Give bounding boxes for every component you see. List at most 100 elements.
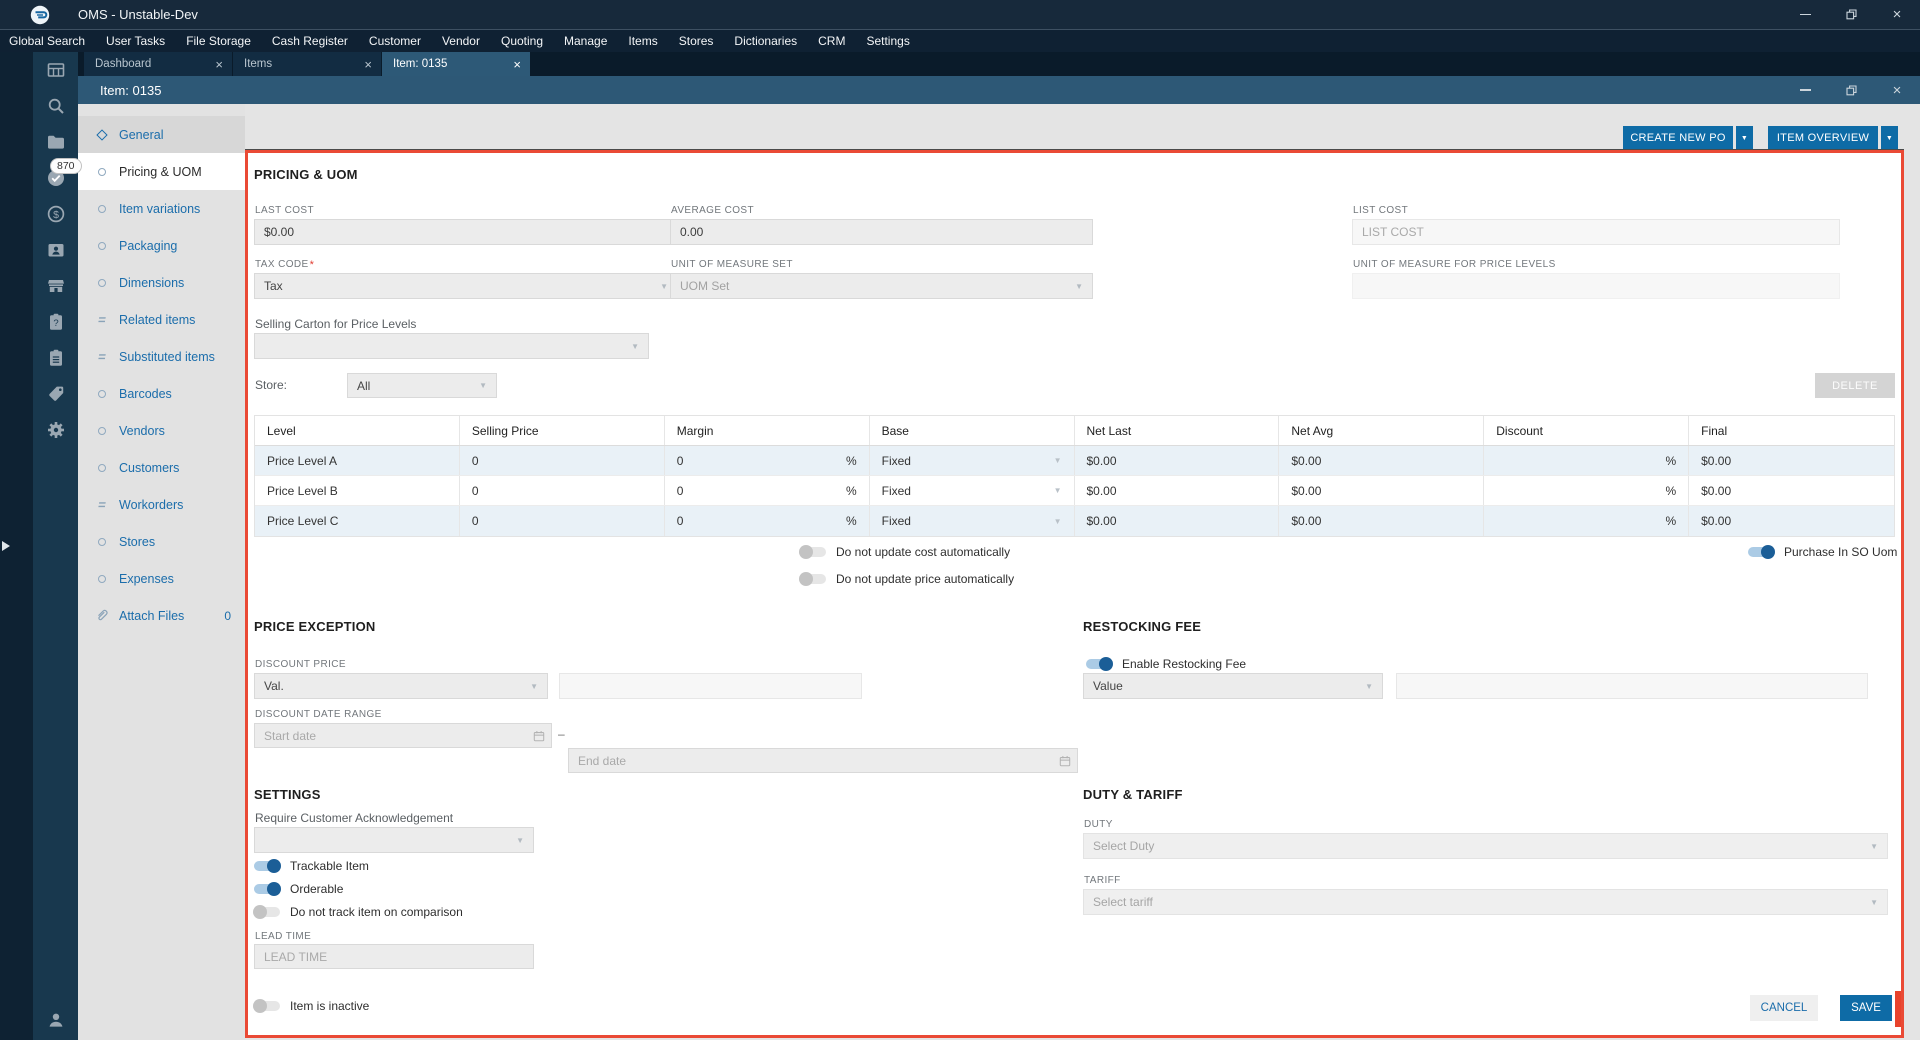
margin-cell[interactable]: 0% [665, 506, 870, 536]
duty-dropdown[interactable]: Select Duty ▼ [1083, 833, 1888, 859]
tab-close-icon[interactable]: × [513, 56, 521, 72]
tab-close-icon[interactable]: × [364, 56, 372, 72]
calendar-icon[interactable] [533, 730, 545, 742]
end-date-input[interactable] [568, 748, 1078, 773]
tax-code-dropdown[interactable]: Tax ▼ [254, 273, 678, 299]
item-inactive-toggle[interactable] [253, 999, 280, 1013]
tab-close-icon[interactable]: × [215, 56, 223, 72]
folder-icon[interactable] [33, 124, 78, 160]
enable-restocking-toggle[interactable] [1086, 657, 1113, 671]
menu-item-quoting[interactable]: Quoting [500, 34, 544, 48]
base-dropdown-cell[interactable]: Fixed ▼ [870, 476, 1075, 505]
nav-item-customers[interactable]: Customers [78, 449, 245, 486]
selling-price-cell[interactable]: 0 [460, 476, 665, 505]
tab-dashboard[interactable]: Dashboard × [84, 52, 233, 76]
item-overview-caret-icon[interactable]: ▼ [1881, 126, 1898, 150]
discount-price-input[interactable] [559, 673, 862, 699]
nav-item-related-items[interactable]: = Related items [96, 312, 196, 327]
menu-item-dictionaries[interactable]: Dictionaries [734, 34, 798, 48]
save-button[interactable]: SAVE [1840, 995, 1892, 1021]
menu-item-stores[interactable]: Stores [678, 34, 714, 48]
inner-minimize-icon[interactable] [1782, 76, 1828, 104]
menu-item-settings[interactable]: Settings [866, 34, 910, 48]
restocking-value-input[interactable] [1396, 673, 1868, 699]
tab-item-0135[interactable]: Item: 0135 × [382, 52, 531, 76]
nav-item-general[interactable]: General [78, 116, 245, 153]
selling-price-cell[interactable]: 0 [460, 506, 665, 536]
store-dropdown[interactable]: All ▼ [347, 373, 497, 398]
tab-items[interactable]: Items × [233, 52, 382, 76]
uom-set-dropdown[interactable]: UOM Set ▼ [670, 273, 1093, 299]
store-icon[interactable] [33, 268, 78, 304]
tag-icon[interactable] [33, 376, 78, 412]
base-dropdown-cell[interactable]: Fixed ▼ [870, 446, 1075, 475]
lead-time-input[interactable] [254, 944, 534, 969]
menu-item-cash-register[interactable]: Cash Register [271, 34, 348, 48]
inner-restore-icon[interactable] [1828, 76, 1874, 104]
inner-close-icon[interactable]: × [1892, 81, 1902, 99]
dashboard-icon[interactable] [33, 52, 78, 88]
menu-item-crm[interactable]: CRM [818, 34, 846, 48]
purchase-so-uom-toggle[interactable] [1748, 545, 1775, 559]
tariff-dropdown[interactable]: Select tariff ▼ [1083, 889, 1888, 915]
no-track-comparison-toggle[interactable] [253, 905, 280, 919]
price-auto-toggle[interactable] [799, 572, 826, 586]
selling-carton-dropdown[interactable]: ▼ [254, 333, 649, 359]
nav-item-substituted-items[interactable]: = Substituted items [96, 349, 215, 364]
calendar-icon[interactable] [1059, 755, 1071, 767]
delete-button[interactable]: DELETE [1815, 373, 1895, 398]
menu-item-customer[interactable]: Customer [368, 34, 421, 48]
clipboard-icon[interactable] [33, 340, 78, 376]
margin-cell[interactable]: 0% [665, 476, 870, 505]
tasks-check-icon[interactable] [33, 160, 78, 196]
menu-item-items[interactable]: Items [628, 34, 658, 48]
nav-item-dimensions[interactable]: Dimensions [78, 264, 245, 301]
discount-price-dropdown[interactable]: Val. ▼ [254, 673, 548, 699]
require-ack-dropdown[interactable]: ▼ [254, 827, 534, 853]
base-dropdown-cell[interactable]: Fixed ▼ [870, 506, 1075, 536]
menu-item-manage[interactable]: Manage [564, 34, 608, 48]
minimize-icon[interactable] [1782, 0, 1828, 29]
tasks-count-badge: 870 [50, 158, 82, 174]
nav-item-stores[interactable]: Stores [78, 523, 245, 560]
restocking-type-dropdown[interactable]: Value ▼ [1083, 673, 1383, 699]
contacts-icon[interactable] [33, 232, 78, 268]
list-cost-input[interactable] [1352, 219, 1840, 245]
cancel-button[interactable]: CANCEL [1750, 995, 1818, 1021]
discount-cell[interactable]: % [1484, 476, 1690, 505]
close-icon[interactable]: × [1892, 6, 1902, 23]
nav-item-attach-files[interactable]: Attach Files 0 [78, 597, 245, 634]
margin-cell[interactable]: 0% [665, 446, 870, 475]
menu-item-global-search[interactable]: Global Search [9, 34, 86, 48]
cost-auto-toggle[interactable] [799, 545, 826, 559]
nav-item-pricing-uom[interactable]: Pricing & UOM [78, 153, 245, 190]
menu-item-vendor[interactable]: Vendor [441, 34, 480, 48]
item-overview-button[interactable]: ITEM OVERVIEW [1768, 126, 1878, 150]
orderable-toggle[interactable] [254, 882, 281, 896]
help-clipboard-icon[interactable]: ? [33, 304, 78, 340]
discount-cell[interactable]: % [1484, 446, 1690, 475]
discount-cell[interactable]: % [1484, 506, 1690, 536]
settings-gear-icon[interactable] [33, 412, 78, 448]
last-cost-input[interactable] [254, 219, 678, 245]
start-date-input[interactable] [254, 723, 552, 748]
menu-item-file-storage[interactable]: File Storage [186, 34, 251, 48]
restore-icon[interactable] [1828, 0, 1874, 29]
create-new-po-button[interactable]: CREATE NEW PO [1623, 126, 1733, 150]
menu-item-user-tasks[interactable]: User Tasks [106, 34, 166, 48]
nav-item-workorders[interactable]: = Workorders [96, 497, 184, 512]
nav-item-vendors[interactable]: Vendors [78, 412, 245, 449]
trackable-item-toggle[interactable] [254, 859, 281, 873]
nav-item-item-variations[interactable]: Item variations [78, 190, 245, 227]
sidebar-expand-arrow[interactable] [2, 541, 10, 551]
selling-price-cell[interactable]: 0 [460, 446, 665, 475]
average-cost-input[interactable] [670, 219, 1093, 245]
uom-price-levels-input[interactable] [1352, 273, 1840, 299]
user-icon[interactable] [33, 1010, 78, 1030]
nav-item-packaging[interactable]: Packaging [78, 227, 245, 264]
currency-icon[interactable]: $ [33, 196, 78, 232]
nav-item-expenses[interactable]: Expenses [78, 560, 245, 597]
create-new-po-caret-icon[interactable]: ▼ [1736, 126, 1753, 150]
nav-item-barcodes[interactable]: Barcodes [78, 375, 245, 412]
search-icon[interactable] [33, 88, 78, 124]
